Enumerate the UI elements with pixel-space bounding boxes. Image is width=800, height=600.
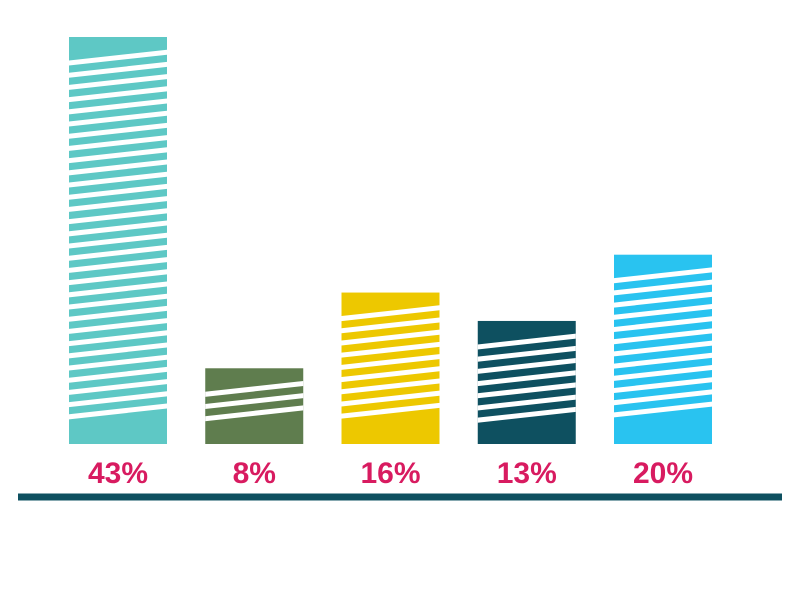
bar-1 [69, 37, 167, 444]
bars-group [69, 37, 712, 444]
bar-2 [205, 368, 304, 444]
bar-4-value-label: 13% [497, 457, 557, 490]
bar-2-value-label: 8% [233, 457, 276, 490]
bar-5-value-label: 20% [633, 457, 693, 490]
bar-3 [341, 292, 440, 444]
bar-3-value-label: 16% [360, 457, 420, 490]
bar-4 [477, 320, 576, 444]
bar-5-stripes [614, 267, 712, 418]
bar-2-stripes [205, 380, 304, 422]
value-labels-group: 43% 8% 16% 13% 20% [88, 457, 693, 490]
bar-3-stripes [341, 305, 440, 419]
bar-5 [614, 254, 712, 444]
bar-4-stripes [477, 333, 576, 423]
bar-1-value-label: 43% [88, 457, 148, 490]
bar-1-stripes [69, 49, 167, 420]
